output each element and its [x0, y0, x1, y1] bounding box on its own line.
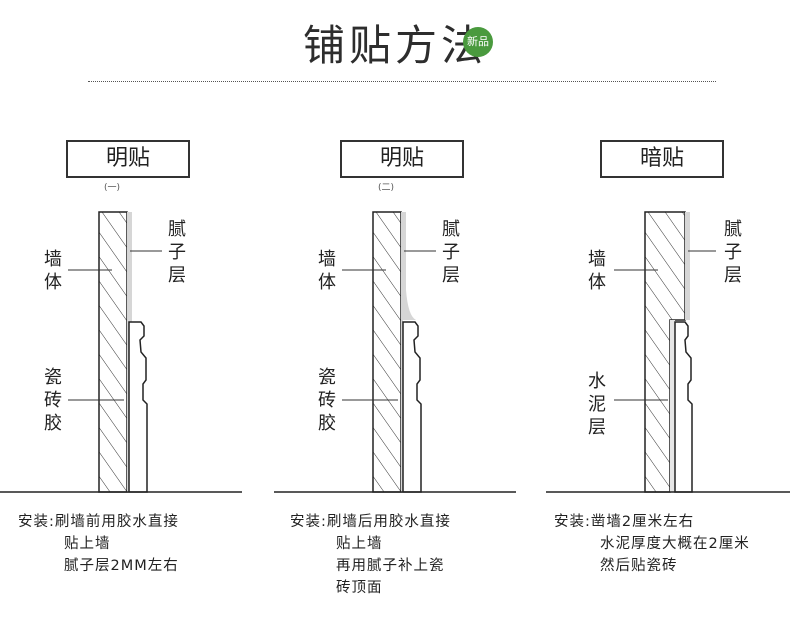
tile-profile [674, 321, 693, 493]
wall-cross-section [274, 211, 516, 493]
wall-label: 墙 体 [44, 249, 62, 293]
wall-label: 墙 体 [318, 249, 336, 293]
install-note: 安装:凿墙2厘米左右 水泥厚度大概在2厘米 然后贴瓷砖 [554, 511, 750, 577]
method-title: 暗贴 [600, 140, 724, 178]
install-note: 安装:刷墙前用胶水直接 贴上墙 腻子层2MM左右 [18, 511, 179, 577]
putty-label: 腻 子 层 [168, 219, 186, 286]
wall-cross-section [0, 211, 242, 493]
install-note: 安装:刷墙后用胶水直接 贴上墙 再用腻子补上瓷 砖顶面 [290, 511, 451, 599]
wall-label: 墙 体 [588, 249, 606, 293]
panel-ming-tie-1: 明贴 (一) 墙 体 腻 子 层 瓷 砖 胶 安装:刷墙前用胶水直接 贴上墙 腻… [0, 140, 260, 610]
install-prefix: 安装: [554, 514, 591, 530]
install-line: 凿墙2厘米左右 [590, 514, 695, 530]
putty-label: 腻 子 层 [724, 219, 742, 286]
install-line: 腻子层2MM左右 [64, 558, 179, 574]
tile-profile [128, 321, 148, 493]
method-subtitle: (二) [377, 183, 395, 193]
page-title: 铺贴方法 [302, 21, 487, 70]
glue-label: 瓷 砖 胶 [44, 367, 62, 434]
install-line: 刷墙后用胶水直接 [326, 514, 451, 530]
title-divider [88, 81, 716, 82]
tile-profile [402, 321, 422, 493]
install-line: 再用腻子补上瓷 [336, 558, 445, 574]
install-line: 然后贴瓷砖 [600, 558, 678, 574]
install-line: 贴上墙 [64, 536, 111, 552]
putty-label: 腻 子 层 [442, 219, 460, 286]
install-prefix: 安装: [290, 514, 327, 530]
install-line: 刷墙前用胶水直接 [54, 514, 179, 530]
new-product-badge: 新品 [463, 27, 493, 57]
install-prefix: 安装: [18, 514, 55, 530]
panel-ming-tie-2: 明贴 (二) 墙 体 腻 子 层 瓷 砖 胶 安装:刷墙后用胶水直接 贴上墙 再… [274, 140, 534, 610]
install-line: 砖顶面 [336, 580, 383, 596]
putty-layer [401, 212, 416, 492]
method-title: 明贴 [66, 140, 190, 178]
putty-layer [685, 212, 690, 320]
cement-label: 水 泥 层 [588, 371, 606, 438]
method-subtitle: (一) [103, 183, 121, 193]
panel-an-tie: 暗贴 墙 体 腻 子 层 水 泥 层 安装:凿墙2厘米左右 水泥厚度大概在2厘米… [546, 140, 790, 610]
wall-body [372, 211, 402, 493]
install-line: 水泥厚度大概在2厘米 [600, 536, 750, 552]
method-title: 明贴 [340, 140, 464, 178]
glue-label: 瓷 砖 胶 [318, 367, 336, 434]
cement-layer [670, 320, 675, 492]
wall-cross-section [546, 211, 790, 493]
install-line: 贴上墙 [336, 536, 383, 552]
wall-body [98, 211, 128, 493]
